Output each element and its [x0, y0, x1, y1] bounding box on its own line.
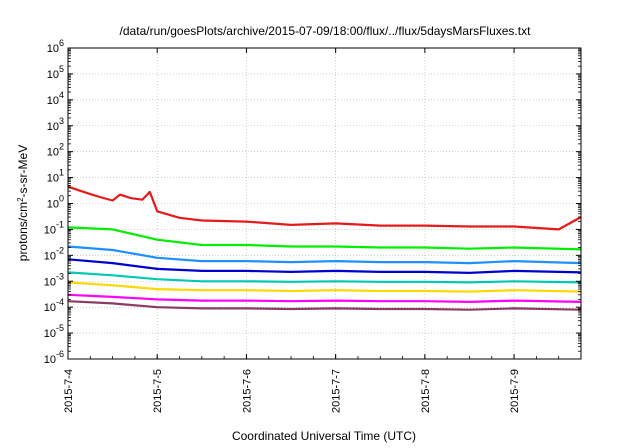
series-line-2 [67, 245, 582, 265]
y-tick-label: 106 [47, 38, 64, 55]
series-layer [67, 185, 582, 311]
x-axis-ticks: 2015-7-4 2015-7-5 2015-7-6 2015-7-7 2015-7-8… [63, 48, 582, 413]
x-tick-label: 2015-7-4 [63, 369, 75, 413]
y-tick-label: 104 [47, 90, 64, 107]
series-line-0 [67, 185, 582, 231]
y-tick-label: 103 [47, 116, 64, 133]
series-line-1 [67, 226, 582, 251]
series-line-4 [67, 271, 582, 284]
plot-grid [68, 48, 581, 359]
y-tick-label: 10-6 [44, 349, 64, 366]
series-line-7 [67, 300, 582, 311]
y-axis-label: protons/cm2-s-sr-MeV [16, 145, 31, 261]
series-line-6 [67, 293, 582, 303]
y-tick-label: 105 [47, 64, 64, 81]
series-line-5 [67, 281, 582, 293]
y-tick-label: 10-2 [44, 245, 64, 262]
series-line-3 [67, 258, 582, 274]
y-tick-label: 102 [47, 142, 64, 159]
y-tick-label: 10-4 [44, 297, 64, 314]
y-tick-label: 101 [47, 168, 64, 185]
y-tick-label: 100 [47, 194, 64, 211]
y-tick-label: 10-3 [44, 271, 64, 288]
y-axis-ticks: 10-6 10-5 10-4 10-3 10-2 10-1 100 101 102 103 104 1… [44, 38, 581, 366]
chart-title: /data/run/goesPlots/archive/2015-07-09/1… [120, 24, 532, 38]
x-tick-label: 2015-7-6 [241, 369, 253, 413]
x-tick-label: 2015-7-8 [420, 369, 432, 413]
y-tick-label: 10-1 [44, 219, 64, 236]
x-axis-label: Coordinated Universal Time (UTC) [232, 429, 416, 443]
x-tick-label: 2015-7-9 [509, 369, 521, 413]
x-tick-label: 2015-7-5 [152, 369, 164, 413]
x-tick-label: 2015-7-7 [331, 369, 343, 413]
plot-frame [67, 47, 582, 360]
y-tick-label: 10-5 [44, 323, 64, 340]
